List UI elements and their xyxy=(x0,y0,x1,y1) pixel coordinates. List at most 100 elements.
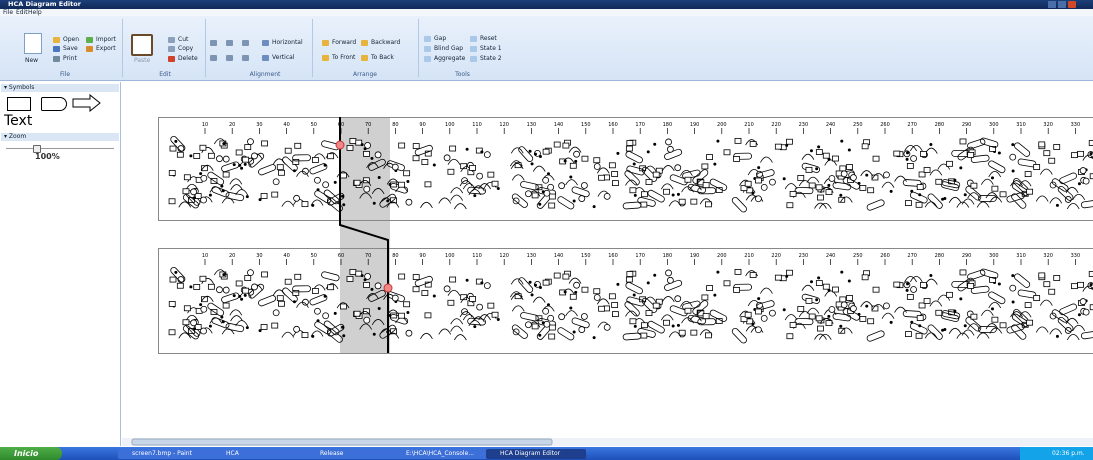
glyph xyxy=(677,193,680,196)
glyph xyxy=(865,174,868,177)
anchor-point[interactable] xyxy=(336,141,344,149)
glyph xyxy=(751,191,754,194)
glyph xyxy=(413,275,419,280)
glyph xyxy=(183,320,189,325)
glyph xyxy=(1090,152,1093,155)
glyph xyxy=(261,324,267,329)
glyph xyxy=(707,155,713,160)
glyph xyxy=(340,304,346,309)
glyph xyxy=(593,336,596,339)
glyph xyxy=(450,146,456,151)
glyph xyxy=(463,184,475,190)
glyph xyxy=(790,322,796,327)
glyph xyxy=(406,180,409,183)
taskbar-item[interactable]: screen7.bmp - Paint xyxy=(118,449,218,459)
glyph xyxy=(273,310,279,316)
glyph xyxy=(223,156,229,162)
glyph xyxy=(223,172,229,177)
glyph xyxy=(646,180,652,185)
taskbar-item-active[interactable]: HCA Diagram Editor xyxy=(486,449,586,459)
glyph xyxy=(769,310,775,316)
glyph xyxy=(666,270,672,276)
taskbar-item[interactable]: HCA xyxy=(212,449,312,459)
glyph xyxy=(177,283,183,288)
glyph xyxy=(244,294,247,297)
glyph xyxy=(230,179,242,185)
glyph xyxy=(517,276,534,293)
glyph xyxy=(907,294,913,299)
glyph xyxy=(321,271,340,281)
glyph xyxy=(570,163,576,168)
glyph xyxy=(1040,169,1052,175)
start-button[interactable]: Inicio xyxy=(0,447,62,460)
glyph xyxy=(917,316,923,321)
glyph xyxy=(201,306,207,312)
glyph xyxy=(216,287,222,293)
ruler-label: 180 xyxy=(663,253,673,259)
glyph xyxy=(599,175,605,180)
glyph xyxy=(817,276,820,279)
anchor-point[interactable] xyxy=(384,284,392,292)
glyph xyxy=(209,325,212,328)
ruler-label: 130 xyxy=(527,122,537,128)
glyph xyxy=(786,270,792,275)
ruler-label: 210 xyxy=(744,253,754,259)
glyph xyxy=(420,333,432,339)
glyph xyxy=(840,297,846,302)
glyph xyxy=(647,281,650,284)
glyph xyxy=(563,274,569,279)
glyph xyxy=(201,197,207,203)
ruler-label: 110 xyxy=(472,122,482,128)
glyph xyxy=(927,193,944,210)
glyph xyxy=(543,177,549,183)
glyph xyxy=(916,333,922,338)
glyph xyxy=(1011,274,1014,277)
glyph xyxy=(702,164,708,169)
glyph xyxy=(862,144,868,149)
glyph xyxy=(757,166,760,169)
glyph xyxy=(968,283,974,288)
glyph xyxy=(311,204,314,207)
glyph xyxy=(399,143,405,148)
glyph xyxy=(924,298,930,303)
glyph xyxy=(208,284,214,289)
glyph xyxy=(761,315,767,321)
ruler-label: 310 xyxy=(1016,253,1026,259)
glyph xyxy=(538,203,541,206)
glyph xyxy=(1044,282,1050,287)
glyph xyxy=(625,281,644,295)
taskbar-item[interactable]: E:\HCA\HCA_Console... xyxy=(392,449,494,459)
glyph xyxy=(525,191,531,197)
glyph xyxy=(564,290,567,293)
glyph xyxy=(868,319,874,324)
glyph xyxy=(512,306,524,312)
glyph xyxy=(392,164,398,170)
glyph xyxy=(216,156,222,162)
glyph xyxy=(609,163,615,168)
ruler-label: 210 xyxy=(744,122,754,128)
glyph xyxy=(285,279,291,284)
glyph xyxy=(317,319,320,322)
ruler-label: 140 xyxy=(554,253,564,259)
scroll-thumb[interactable] xyxy=(132,439,552,445)
glyph xyxy=(839,194,842,197)
glyph xyxy=(444,155,450,161)
glyph xyxy=(451,319,463,325)
ruler-label: 160 xyxy=(608,253,618,259)
glyph xyxy=(964,324,967,327)
glyph xyxy=(865,305,868,308)
glyph xyxy=(370,157,373,160)
ruler-label: 140 xyxy=(554,122,564,128)
glyph xyxy=(827,315,830,318)
glyph xyxy=(702,295,708,300)
glyph xyxy=(713,294,716,297)
glyph xyxy=(653,303,659,308)
glyph xyxy=(653,172,659,177)
glyph xyxy=(750,272,756,277)
taskbar-item[interactable]: Release xyxy=(306,449,400,459)
glyph xyxy=(314,177,320,183)
app-window: HCA Diagram Editor File Edit Help New Op… xyxy=(0,0,1093,460)
glyph xyxy=(981,310,993,316)
ruler-label: 70 xyxy=(365,122,371,128)
glyph xyxy=(451,195,463,201)
